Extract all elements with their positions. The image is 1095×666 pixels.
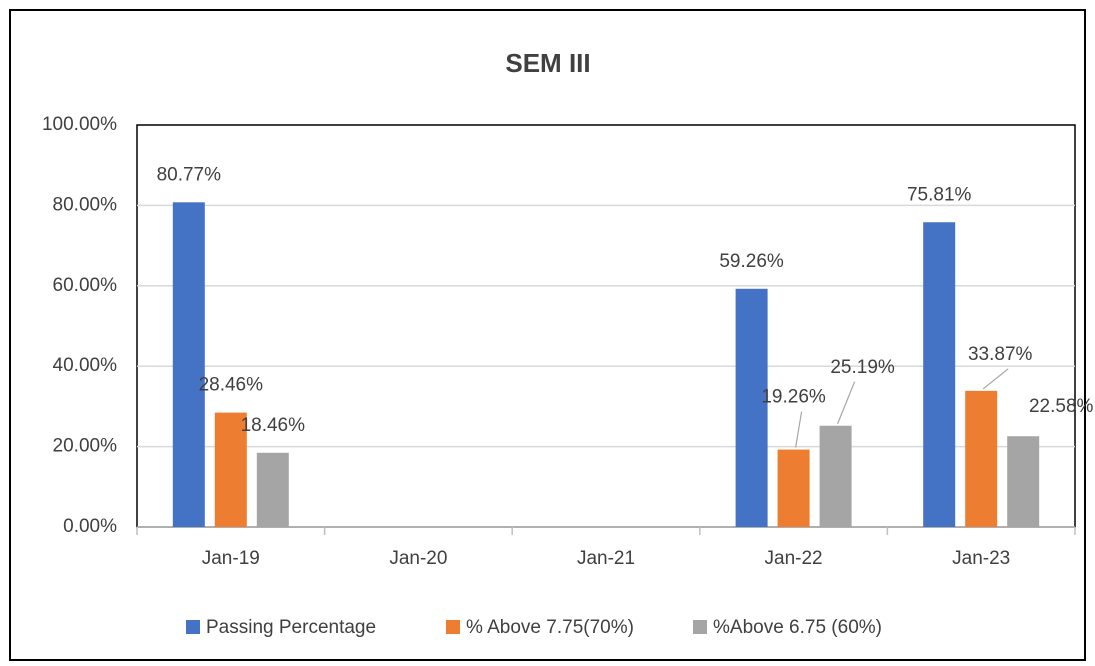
data-label: 75.81% (907, 184, 972, 205)
bar (923, 222, 956, 527)
data-label: 59.26% (719, 251, 784, 272)
y-tick-label: 0.00% (63, 516, 117, 537)
data-label: 18.46% (241, 415, 306, 436)
data-label: 19.26% (761, 387, 826, 408)
x-tick-label: Jan-20 (389, 548, 447, 569)
data-label: 28.46% (199, 375, 264, 396)
y-tick-label: 80.00% (53, 194, 118, 215)
bar (735, 288, 768, 527)
bar (214, 412, 247, 527)
bar (1007, 436, 1040, 527)
x-tick-label: Jan-22 (765, 548, 823, 569)
x-tick-label: Jan-23 (952, 548, 1010, 569)
data-label: 33.87% (968, 344, 1033, 365)
legend-label: % Above 7.75(70%) (466, 617, 634, 638)
data-label: 80.77% (157, 164, 222, 185)
leader-line (837, 381, 856, 424)
y-tick-label: 40.00% (53, 355, 118, 376)
bar (965, 390, 998, 527)
y-tick-label: 60.00% (53, 275, 118, 296)
bar (777, 449, 810, 527)
data-label: 22.58% (1029, 396, 1094, 417)
y-tick-label: 100.00% (42, 114, 117, 135)
x-tick-label: Jan-19 (202, 548, 260, 569)
bar (256, 452, 289, 527)
legend-swatch (186, 620, 200, 634)
chart-title: SEM III (505, 48, 590, 78)
leader-line (982, 368, 1009, 390)
y-tick-label: 20.00% (53, 436, 118, 457)
legend-label: Passing Percentage (206, 617, 376, 638)
bar (819, 425, 852, 527)
legend-label: %Above 6.75 (60%) (713, 617, 882, 638)
x-tick-label: Jan-21 (577, 548, 635, 569)
data-label: 25.19% (830, 357, 895, 378)
legend-swatch (446, 620, 460, 634)
leader-line (795, 411, 803, 448)
legend-swatch (693, 620, 707, 634)
bar (172, 202, 205, 527)
